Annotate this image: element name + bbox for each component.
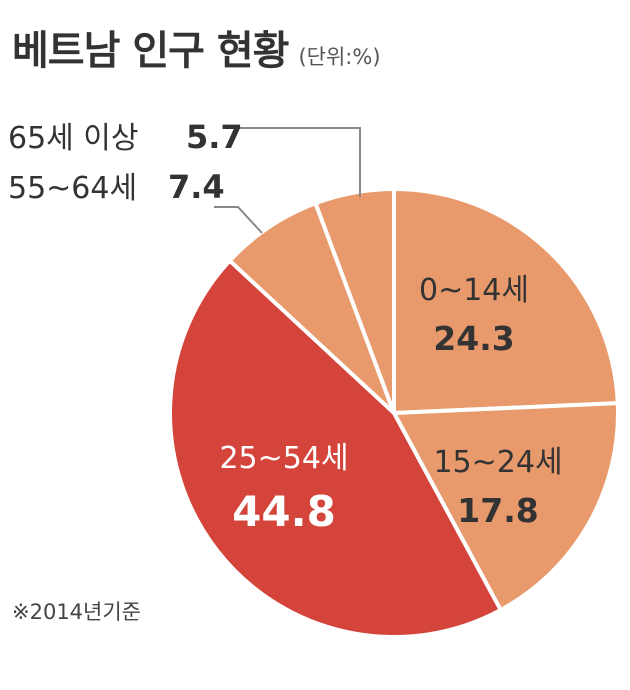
leader-line [226, 127, 361, 197]
slice-value-label: 17.8 [457, 491, 538, 530]
footnote: ※2014년기준 [12, 600, 141, 624]
pie-slice [227, 201, 396, 415]
slice-value-label: 44.8 [232, 487, 336, 536]
slice-labels-layer: 0~14세 24.3 15~24세 17.8 25~54세 44.8 55~64세 7.4 65… [8, 118, 563, 536]
slice-category-label: 55~64세 [8, 171, 137, 206]
slice-category-label: 0~14세 [419, 273, 529, 308]
slice-value-label: 7.4 [168, 168, 225, 206]
slices-layer [168, 187, 620, 639]
pie-slice [392, 187, 620, 415]
slice-value-label: 5.7 [186, 118, 243, 156]
slice-category-label: 25~54세 [219, 441, 348, 476]
pie-slice [392, 401, 620, 612]
leader-lines-layer [214, 127, 361, 234]
slice-value-label: 24.3 [433, 319, 514, 358]
chart-title: 베트남 인구 현황 [12, 28, 289, 74]
title-block: 베트남 인구 현황 (단위:%) [12, 18, 381, 76]
leader-line [214, 206, 263, 234]
pie-slice [313, 187, 396, 415]
slice-category-label: 65세 이상 [8, 121, 139, 156]
pie-slice [168, 258, 503, 639]
chart-unit: (단위:%) [298, 45, 381, 69]
slice-category-label: 15~24세 [433, 445, 562, 480]
